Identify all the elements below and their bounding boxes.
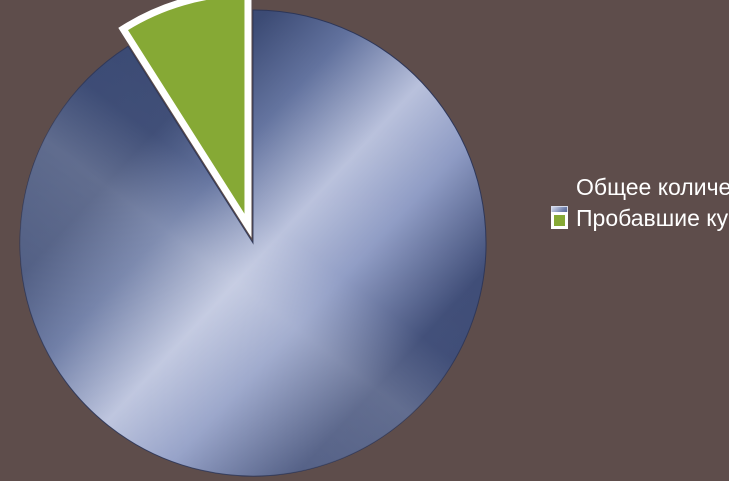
pie-slice-total-shine	[19, 10, 486, 476]
green-legend-swatch-icon	[551, 212, 568, 229]
legend-label-tried: Пробавшие курить	[576, 205, 729, 231]
pie-slice-tried	[118, 0, 252, 238]
legend-label-total: Общее количесво человек	[576, 174, 729, 200]
pie-slices	[19, 0, 487, 477]
chart-legend: Общее количесво человек Пробавшие курить	[551, 172, 729, 234]
legend-item-total: Общее количесво человек	[551, 172, 729, 223]
legend-item-tried: Пробавшие курить	[551, 203, 729, 234]
